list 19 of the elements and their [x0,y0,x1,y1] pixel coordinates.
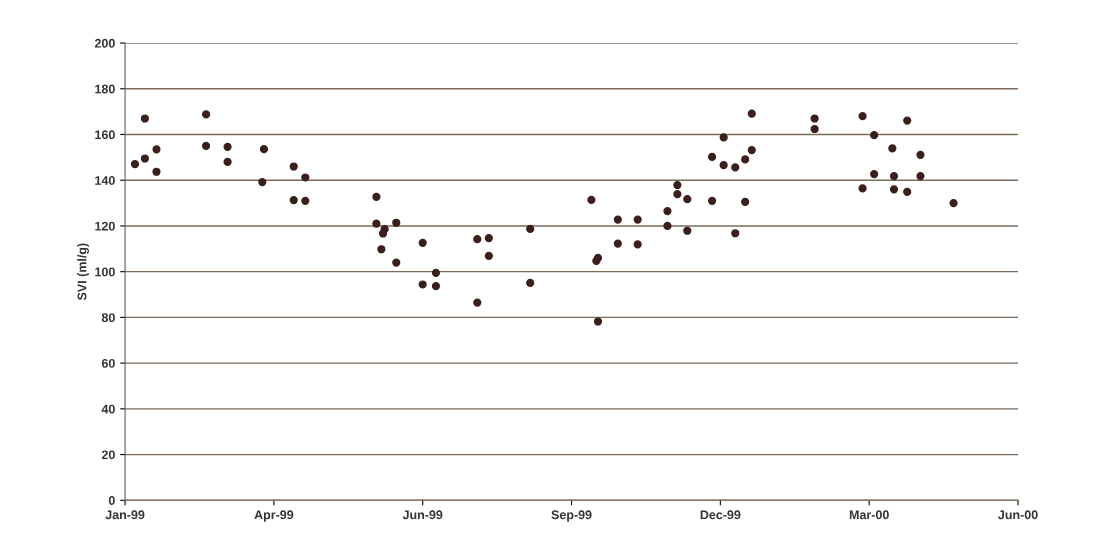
y-tick-label: 40 [101,404,115,414]
y-tick-label: 140 [95,176,115,185]
y-tick-label: 120 [95,221,115,231]
y-tick-label: 160 [95,130,115,140]
x-tick-label: Dec-99 [700,510,741,520]
y-axis-title: SVI (ml/g) [77,243,89,301]
x-tick-label: Jun-00 [998,510,1038,520]
x-tick-label: Mar-00 [849,510,889,520]
x-tick-label: Jun-99 [402,510,443,520]
y-tick-label: 20 [101,450,115,460]
y-tick-label: 0 [108,496,115,505]
x-tick-label: Sep-99 [551,510,592,522]
y-tick-label: 200 [94,38,115,48]
y-tick-label: 100 [95,267,115,277]
x-tick-label: Jan-99 [105,510,145,520]
x-tick-label: Apr-99 [254,510,294,522]
y-tick-label: 180 [95,84,115,94]
y-tick-label: 80 [101,313,115,323]
y-tick-label: 60 [101,358,115,368]
